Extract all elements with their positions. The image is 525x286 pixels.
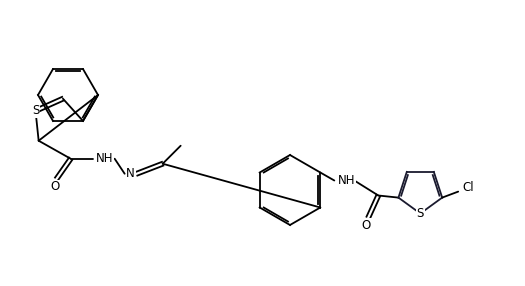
Text: NH: NH [96, 152, 113, 165]
Text: O: O [362, 219, 371, 232]
Text: S: S [417, 207, 424, 220]
Text: Cl: Cl [463, 181, 474, 194]
Text: NH: NH [338, 174, 355, 187]
Text: N: N [127, 167, 135, 180]
Text: S: S [32, 104, 39, 117]
Text: O: O [50, 180, 59, 193]
